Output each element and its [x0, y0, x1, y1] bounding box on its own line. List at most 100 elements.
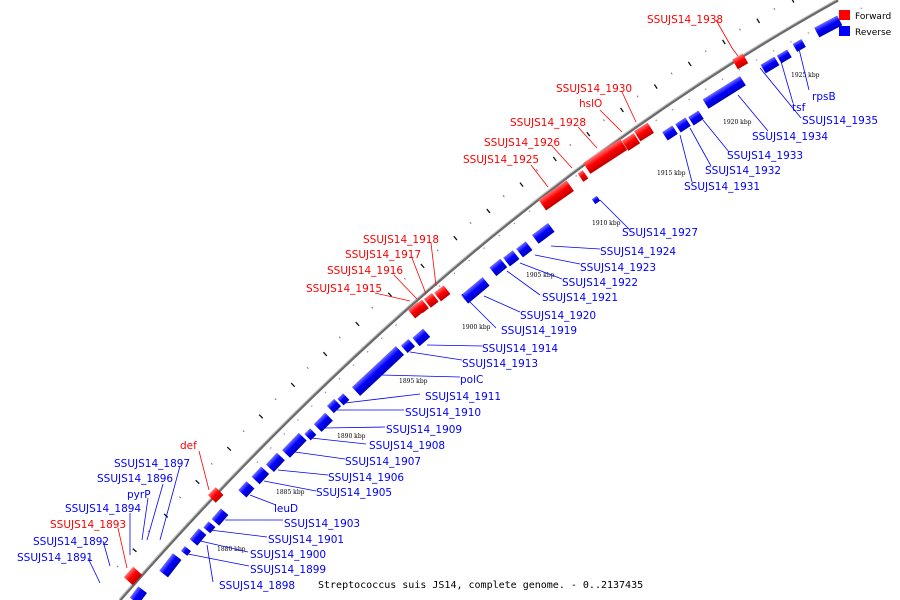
tick-mark — [619, 107, 624, 113]
gene-label[interactable]: SSUJS14_1927 — [622, 227, 698, 239]
gene-label[interactable]: SSUJS14_1908 — [369, 440, 445, 452]
gene-rev-1931[interactable] — [662, 125, 678, 141]
tick-mark — [519, 182, 524, 187]
gene-label[interactable]: SSUJS14_1896 — [97, 473, 173, 485]
gene-label[interactable]: def — [180, 440, 197, 452]
gene-rev-1932[interactable] — [675, 117, 691, 133]
gene-fwd-1918[interactable] — [434, 285, 451, 302]
gene-label[interactable]: SSUJS14_1910 — [405, 407, 481, 419]
gene-label[interactable]: SSUJS14_1916 — [327, 265, 403, 277]
gene-rev-1900[interactable] — [189, 528, 207, 546]
gene-label[interactable]: SSUJS14_1905 — [316, 487, 392, 499]
kbp-label: 1895 kbp — [399, 378, 428, 385]
gene-label[interactable]: SSUJS14_1909 — [386, 424, 462, 436]
gene-fwd-1925[interactable] — [538, 180, 574, 211]
gene-fwd-1928[interactable] — [583, 138, 628, 174]
gene-rev-1935[interactable] — [760, 56, 780, 74]
gene-label[interactable]: SSUJS14_1900 — [250, 549, 326, 561]
gene-label[interactable]: leuD — [274, 503, 298, 515]
gene-rev-1905[interactable] — [251, 466, 270, 485]
gene-label[interactable]: SSUJS14_1938 — [647, 14, 723, 26]
gene-label[interactable]: SSUJS14_1930 — [556, 83, 632, 95]
gene-rev-polc[interactable] — [351, 346, 405, 396]
gene-label[interactable]: SSUJS14_1901 — [268, 534, 344, 546]
gene-rev-1922[interactable] — [503, 250, 520, 267]
kbp-label: 1915 kbp — [657, 170, 686, 177]
gene-label[interactable]: SSUJS14_1935 — [802, 115, 878, 127]
gene-fwd-hslo[interactable] — [621, 133, 641, 151]
gene-label[interactable]: SSUJS14_1917 — [345, 249, 421, 261]
gene-fwd-1893[interactable] — [123, 566, 143, 586]
gene-rev-1934[interactable] — [702, 76, 746, 109]
gene-rev-1898[interactable] — [159, 553, 182, 578]
gene-label[interactable]: SSUJS14_1920 — [520, 310, 596, 322]
gene-fwd-1930[interactable] — [634, 122, 654, 142]
gene-label[interactable]: SSUJS14_1934 — [752, 131, 828, 143]
gene-fwd-1926[interactable] — [577, 170, 589, 182]
gene-label[interactable]: SSUJS14_1891 — [17, 552, 93, 564]
gene-label[interactable]: SSUJS14_1931 — [684, 181, 760, 193]
tick-mark — [636, 95, 639, 98]
gene-label[interactable]: polC — [460, 374, 483, 386]
gene-label[interactable]: SSUJS14_1932 — [705, 165, 781, 177]
gene-rev-1923[interactable] — [516, 241, 533, 258]
gene-rev-1911[interactable] — [337, 393, 350, 406]
gene-label[interactable]: SSUJS14_1899 — [250, 564, 326, 576]
gene-label[interactable]: SSUJS14_1928 — [510, 117, 586, 129]
gene-label[interactable]: pyrP — [127, 489, 151, 501]
gene-label[interactable]: hslO — [579, 98, 602, 110]
gene-label[interactable]: SSUJS14_1897 — [114, 458, 190, 470]
gene-rev-1910[interactable] — [326, 398, 342, 414]
gene-label[interactable]: SSUJS14_1898 — [219, 580, 295, 592]
gene-label[interactable]: SSUJS14_1915 — [306, 283, 382, 295]
gene-rev-1906[interactable] — [265, 452, 285, 472]
gene-rev-1914[interactable] — [412, 328, 431, 347]
gene-label[interactable]: SSUJS14_1926 — [484, 137, 560, 149]
gene-label[interactable]: SSUJS14_1925 — [463, 154, 539, 166]
gene-label[interactable]: SSUJS14_1914 — [482, 343, 558, 355]
gene-label[interactable]: SSUJS14_1922 — [562, 277, 638, 289]
gene-rev-1933[interactable] — [688, 110, 704, 126]
gene-rev-1921[interactable] — [489, 258, 508, 277]
gene-rev-1941[interactable] — [814, 15, 843, 38]
gene-rev-leud[interactable] — [238, 481, 255, 498]
gene-fwd-1917[interactable] — [423, 292, 439, 308]
gene-label[interactable]: SSUJS14_1893 — [50, 519, 126, 531]
gene-label[interactable]: SSUJS14_1894 — [65, 503, 141, 515]
gene-label[interactable]: SSUJS14_1933 — [727, 150, 803, 162]
gene-label[interactable]: SSUJS14_1892 — [33, 536, 109, 548]
gene-rev-1899[interactable] — [181, 546, 191, 556]
gene-rev-tsf[interactable] — [776, 49, 792, 64]
gene-rev-1903[interactable] — [211, 508, 229, 526]
gene-label[interactable]: SSUJS14_1919 — [501, 325, 577, 337]
gene-fwd-1915[interactable] — [408, 302, 425, 319]
gene-label[interactable]: SSUJS14_1924 — [600, 246, 676, 258]
gene-label[interactable]: tsf — [792, 102, 806, 114]
gene-rev-1913[interactable] — [400, 338, 416, 354]
tick-mark — [756, 18, 761, 24]
gene-rev-1924[interactable] — [532, 222, 555, 244]
gene-label[interactable]: SSUJS14_1911 — [425, 391, 501, 403]
gene-fwd-1916[interactable] — [415, 299, 429, 314]
gene-label[interactable]: SSUJS14_1921 — [542, 292, 618, 304]
gene-rev-1909[interactable] — [313, 412, 333, 432]
gene-label[interactable]: SSUJS14_1907 — [345, 456, 421, 468]
gene-rev-1927[interactable] — [591, 195, 601, 205]
legend-label-forward: Forward — [855, 12, 891, 22]
gene-rev-1890[interactable] — [129, 586, 148, 600]
gene-label[interactable]: SSUJS14_1913 — [462, 358, 538, 370]
gene-rev-1919[interactable] — [461, 277, 490, 304]
gene-rev-rpsb[interactable] — [792, 39, 806, 52]
gene-fwd-1938[interactable] — [732, 53, 749, 70]
gene-label[interactable]: SSUJS14_1906 — [328, 472, 404, 484]
gene-label[interactable]: rpsB — [812, 91, 836, 103]
legend: Forward Reverse — [839, 10, 892, 38]
gene-rev-1907[interactable] — [282, 432, 307, 458]
gene-rev-1901[interactable] — [203, 521, 216, 534]
gene-fwd-def[interactable] — [207, 487, 224, 503]
gene-label[interactable]: SSUJS14_1903 — [284, 518, 360, 530]
gene-label[interactable]: SSUJS14_1918 — [363, 234, 439, 246]
gene-rev-1908[interactable] — [304, 428, 317, 441]
gene-label[interactable]: SSUJS14_1923 — [580, 262, 656, 274]
tick-mark — [569, 143, 572, 146]
